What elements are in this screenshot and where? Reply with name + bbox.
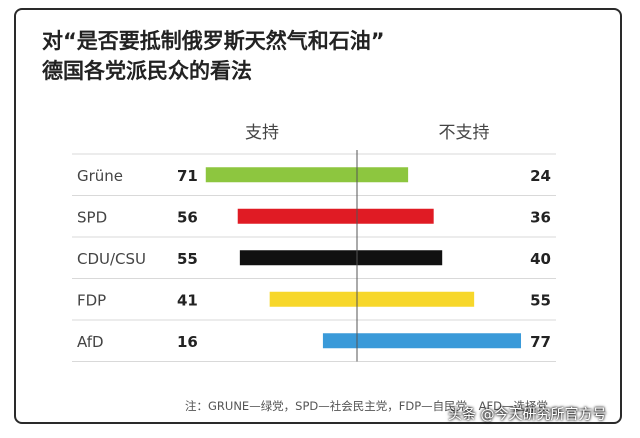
legend-oppose: 不支持	[439, 123, 490, 143]
oppose-value-label: 24	[530, 167, 551, 185]
oppose-bar	[357, 208, 434, 224]
support-bar	[322, 333, 357, 349]
oppose-bar	[357, 167, 409, 183]
support-value-label: 41	[177, 291, 198, 309]
chart-title: 对“是否要抵制俄罗斯天然气和石油” 德国各党派民众的看法	[42, 26, 385, 86]
title-line-2: 德国各党派民众的看法	[42, 59, 252, 83]
category-label: Grüne	[77, 167, 123, 185]
support-bar	[269, 291, 357, 307]
footnote: 注：GRUNE—绿党，SPD—社会民主党，FDP—自民党，AFD—选择党	[185, 399, 549, 413]
oppose-bar	[357, 333, 522, 349]
support-value-label: 55	[177, 250, 198, 268]
category-label: AfD	[77, 333, 104, 351]
category-label: SPD	[77, 208, 107, 226]
support-bar	[237, 208, 357, 224]
oppose-value-label: 36	[530, 208, 551, 226]
title-line-1: 对“是否要抵制俄罗斯天然气和石油”	[42, 29, 385, 53]
support-bar	[205, 167, 357, 183]
oppose-bar	[357, 291, 475, 307]
oppose-value-label: 77	[530, 333, 551, 351]
support-bar	[239, 250, 357, 266]
watermark: 头条 @今天研究所官方号	[448, 407, 607, 423]
oppose-value-label: 40	[530, 250, 551, 268]
category-label: CDU/CSU	[77, 250, 146, 268]
support-value-label: 16	[177, 333, 198, 351]
legend-support: 支持	[245, 123, 279, 143]
oppose-value-label: 55	[530, 291, 551, 309]
oppose-bar	[357, 250, 443, 266]
support-value-label: 71	[177, 167, 198, 185]
category-label: FDP	[77, 291, 106, 309]
support-value-label: 56	[177, 208, 198, 226]
